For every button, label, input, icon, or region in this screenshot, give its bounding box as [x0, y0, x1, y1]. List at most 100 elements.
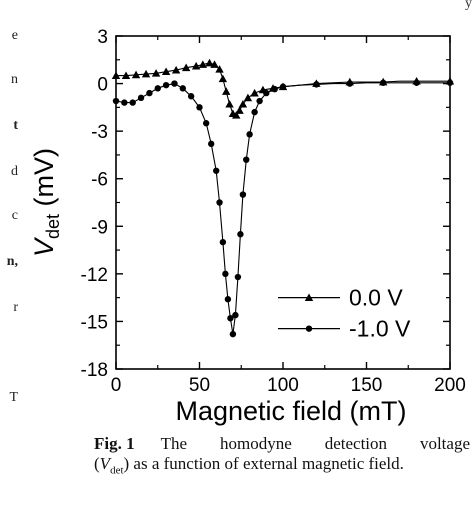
data-point: [181, 63, 191, 72]
caption-word: voltage: [419, 434, 470, 453]
data-point: [210, 60, 219, 68]
data-point: [121, 71, 131, 80]
data-point: [346, 80, 353, 87]
data-point: [202, 120, 210, 127]
left-text-fragment: T: [9, 390, 18, 405]
y-axis-label-symbol: V: [29, 236, 59, 257]
data-point: [121, 99, 128, 106]
data-point: [137, 94, 145, 102]
figure-label: Fig. 1: [94, 434, 135, 453]
left-text-fragment: e: [11, 28, 18, 43]
corner-text-fragment: y: [465, 0, 472, 11]
caption-open-paren: (: [94, 454, 100, 473]
data-point: [227, 315, 234, 322]
legend-entry: -1.0 V: [278, 316, 411, 342]
left-text-fragment: d: [11, 164, 18, 179]
caption-word: detection: [324, 434, 388, 453]
data-point: [131, 70, 141, 79]
data-point: [171, 80, 178, 87]
data-point: [196, 104, 203, 111]
data-point: [263, 89, 270, 97]
left-text-fragment: c: [11, 208, 18, 223]
data-point: [251, 108, 258, 116]
chart-series: [111, 58, 455, 338]
data-point: [111, 71, 121, 80]
caption-line-2-text: ) as a function of external magnetic fie…: [123, 454, 404, 473]
data-point: [232, 311, 239, 319]
data-point: [216, 199, 223, 206]
legend-marker: [304, 293, 314, 302]
data-point: [187, 93, 195, 100]
data-point: [243, 156, 250, 163]
data-point: [243, 93, 253, 102]
y-tick-label: -15: [81, 312, 108, 333]
caption-line-1: Fig. 1 The homodyne detection voltage: [94, 434, 470, 454]
x-tick-label: 200: [434, 375, 466, 396]
legend-label: 0.0 V: [349, 285, 403, 311]
data-point: [146, 89, 153, 97]
data-point: [234, 273, 242, 281]
data-point: [151, 69, 161, 77]
data-point: [239, 191, 247, 198]
caption-word: homodyne: [219, 434, 292, 453]
data-point: [237, 231, 244, 238]
y-tick-label: -6: [91, 170, 108, 191]
data-point: [279, 83, 287, 90]
data-point: [224, 296, 232, 303]
data-point: [271, 85, 278, 93]
caption-words: The homodyne detection voltage: [161, 434, 470, 454]
left-text-fragment: n,: [6, 254, 18, 269]
chart-ticks: 0 50 100 150 200 3 0 -3 -6 -9 -12 -15 -18: [81, 27, 466, 396]
data-point: [250, 88, 259, 97]
x-tick-label: 100: [267, 375, 299, 396]
chart-legend: 0.0 V -1.0 V: [278, 285, 411, 342]
data-point: [256, 97, 263, 105]
data-point: [129, 99, 136, 106]
data-point: [198, 60, 208, 68]
y-tick-label: -3: [91, 122, 108, 143]
left-text-fragment: t: [13, 118, 18, 133]
data-point: [232, 111, 241, 119]
data-point: [154, 85, 161, 92]
y-axis-label-subscript: det: [43, 214, 63, 239]
data-point: [162, 81, 170, 89]
legend-marker: [305, 325, 313, 332]
y-axis-label: Vdet (mV): [29, 148, 63, 257]
data-point: [313, 81, 320, 88]
legend-entry: 0.0 V: [278, 285, 403, 311]
x-tick-label: 150: [351, 375, 383, 396]
legend-label: -1.0 V: [349, 316, 411, 342]
y-tick-label: -9: [91, 217, 108, 238]
y-tick-label: 3: [97, 27, 108, 48]
data-point: [205, 58, 214, 67]
data-point: [112, 97, 120, 105]
data-point: [246, 131, 253, 138]
left-text-fragment: n: [11, 72, 18, 87]
y-axis-label-unit: (mV): [29, 148, 59, 214]
series-circle: [112, 79, 454, 338]
caption-word: The: [160, 434, 188, 453]
data-point: [179, 85, 186, 92]
data-point: [238, 99, 248, 108]
data-point: [222, 87, 231, 95]
data-point: [161, 67, 171, 76]
data-point: [235, 106, 244, 114]
caption-line-2: (Vdet) as a function of external magneti…: [94, 454, 470, 480]
data-point: [171, 65, 181, 74]
data-point: [225, 99, 234, 108]
left-text-fragment: r: [13, 300, 18, 315]
data-point: [213, 167, 220, 174]
x-tick-label: 0: [111, 375, 122, 396]
data-point: [215, 65, 224, 73]
y-tick-label: -12: [81, 265, 108, 286]
data-point: [222, 270, 229, 278]
figure-caption: Fig. 1 The homodyne detection voltage (Vdet…: [94, 434, 470, 480]
data-point: [218, 74, 228, 83]
data-point: [446, 79, 454, 86]
data-point: [413, 79, 420, 86]
data-point: [380, 79, 387, 86]
y-tick-label: -18: [81, 360, 108, 381]
data-point: [229, 330, 237, 338]
data-point: [141, 69, 151, 78]
